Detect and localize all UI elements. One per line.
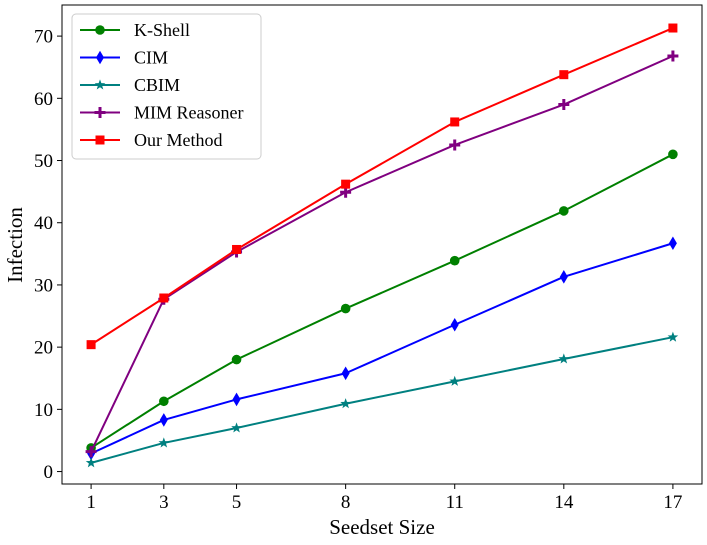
ticks-layer: 1 3 5 8 11 14 17 0 10 20 30 40 50 60 70 [34, 27, 682, 513]
data-point-k-shell [159, 396, 169, 407]
legend-item-mim-reasoner: MIM Reasoner [80, 103, 243, 123]
series-cim [87, 236, 677, 461]
x-tick-label: 17 [663, 492, 682, 513]
legend-item-our-method: Our Method [80, 130, 223, 150]
legend-label-k-shell: K-Shell [134, 20, 190, 40]
data-point-cim [232, 392, 241, 407]
legend-box [71, 13, 262, 160]
data-point-cim [159, 413, 168, 427]
data-point-cbim [558, 353, 570, 364]
y-tick-label: 10 [34, 400, 53, 421]
legend-marker-cbim [94, 79, 106, 90]
x-axis-title: Seedset Size [329, 515, 435, 539]
x-tick-label: 5 [232, 492, 242, 513]
data-point-cim [668, 236, 677, 251]
legend-marker-mim-reasoner [94, 107, 106, 118]
legend-marker-cim [96, 50, 104, 65]
data-point-k-shell [559, 206, 569, 216]
legend-label-cbim: CBIM [134, 75, 180, 95]
legend-label-cim: CIM [134, 48, 168, 68]
data-point-cim [559, 270, 568, 284]
plot-frame [61, 4, 703, 485]
legend-label-mim-reasoner: MIM Reasoner [134, 103, 243, 123]
y-tick-label: 60 [34, 89, 53, 110]
data-point-cbim [231, 422, 242, 433]
data-point-mim-reasoner [85, 446, 97, 458]
data-point-our-method [559, 70, 569, 80]
series-layer [85, 23, 679, 468]
legend-item-cim: CIM [80, 48, 168, 68]
data-point-our-method [668, 23, 678, 33]
data-point-k-shell [231, 354, 242, 365]
y-tick-label: 30 [34, 275, 53, 296]
y-tick-label: 70 [34, 27, 53, 48]
series-line-cim [90, 242, 674, 455]
legend-marker-our-method [95, 135, 105, 145]
data-point-mim-reasoner [449, 139, 461, 151]
legend-item-cbim: CBIM [80, 75, 180, 95]
data-point-our-method [232, 244, 242, 254]
y-tick-label: 20 [34, 338, 53, 359]
data-point-cbim [449, 375, 461, 386]
data-point-k-shell [668, 149, 678, 160]
legend-item-k-shell: K-Shell [80, 20, 190, 40]
data-point-cbim [158, 437, 170, 448]
x-tick-label: 1 [86, 492, 96, 513]
data-point-our-method [86, 340, 96, 350]
data-point-our-method [450, 117, 460, 127]
x-tick-label: 3 [159, 492, 169, 513]
data-point-cim [341, 366, 350, 381]
series-line-k-shell [90, 153, 674, 449]
data-point-cbim [85, 457, 97, 468]
series-cbim [85, 331, 679, 468]
x-tick-label: 11 [446, 492, 464, 513]
data-point-our-method [341, 179, 351, 189]
data-point-k-shell [340, 303, 351, 314]
data-point-cim [450, 317, 459, 332]
y-tick-label: 50 [34, 151, 53, 172]
legend-label-our-method: Our Method [134, 130, 223, 150]
legend-marker-k-shell [95, 25, 105, 35]
data-point-mim-reasoner [558, 99, 570, 111]
x-tick-label: 8 [341, 492, 351, 513]
data-point-our-method [159, 293, 169, 303]
series-k-shell [86, 149, 678, 453]
data-point-k-shell [449, 255, 460, 266]
y-tick-label: 0 [44, 462, 54, 483]
legend: K-Shell CIM CBIM MIM Reasoner Our Method [71, 13, 262, 160]
data-point-cbim [340, 398, 351, 409]
x-tick-label: 14 [554, 492, 574, 513]
data-point-mim-reasoner [667, 50, 679, 62]
data-point-cbim [667, 331, 679, 342]
y-axis-title: Infection [3, 207, 27, 283]
series-our-method [86, 23, 678, 350]
y-tick-label: 40 [34, 213, 53, 234]
